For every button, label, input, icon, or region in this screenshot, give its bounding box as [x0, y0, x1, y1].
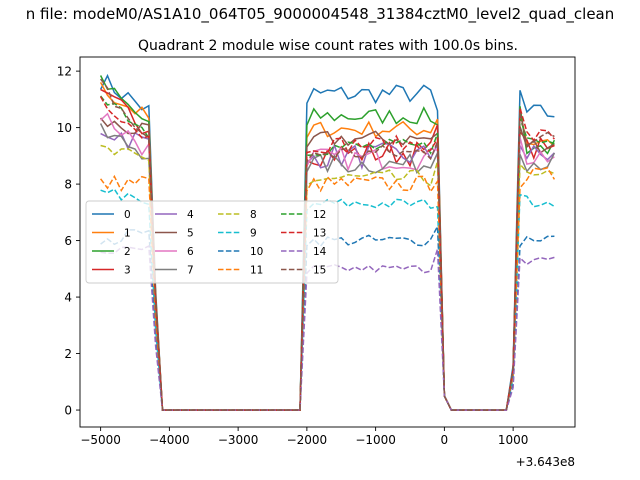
- x-axis-ticks: −5000 −4000 −3000 −2000 −1000 0 1000: [80, 427, 528, 447]
- legend-label-15: 15: [313, 265, 326, 277]
- x-tick-label: −2000: [287, 433, 328, 447]
- x-tick-label: −4000: [149, 433, 190, 447]
- x-axis-offset-label: +3.643e8: [516, 455, 575, 469]
- legend-label-1: 1: [124, 228, 131, 240]
- x-tick-label: 1000: [498, 433, 529, 447]
- legend-label-6: 6: [187, 246, 194, 258]
- y-tick-label: 6: [64, 234, 72, 248]
- series-line-12: [100, 95, 555, 411]
- y-tick-label: 12: [57, 65, 72, 79]
- legend-label-4: 4: [187, 209, 194, 221]
- legend-label-10: 10: [250, 246, 263, 258]
- legend-label-3: 3: [124, 265, 131, 277]
- y-tick-label: 10: [57, 121, 72, 135]
- legend-label-8: 8: [250, 209, 257, 221]
- x-tick-label: −1000: [355, 433, 396, 447]
- legend-label-11: 11: [250, 265, 263, 277]
- x-tick-label: −3000: [218, 433, 259, 447]
- y-tick-label: 8: [64, 178, 72, 192]
- y-tick-label: 2: [64, 347, 72, 361]
- chart-title: Quadrant 2 module wise count rates with …: [138, 38, 518, 54]
- x-tick-label: 0: [441, 433, 449, 447]
- legend-label-0: 0: [124, 209, 131, 221]
- legend-label-2: 2: [124, 246, 131, 258]
- axes-frame: [79, 56, 576, 428]
- series-line-15: [100, 78, 555, 411]
- legend-label-7: 7: [187, 265, 194, 277]
- legend-label-13: 13: [313, 228, 326, 240]
- legend-label-14: 14: [313, 246, 327, 258]
- y-axis-ticks: 0 2 4 6 8 10 12: [57, 65, 80, 418]
- legend-label-9: 9: [250, 228, 257, 240]
- legend-label-5: 5: [187, 228, 194, 240]
- figure-suptitle: n file: modeM0/AS1A10_064T05_9000004548_…: [26, 5, 615, 24]
- legend-box: [85, 200, 339, 284]
- y-tick-label: 4: [64, 291, 72, 305]
- y-tick-label: 0: [64, 404, 72, 418]
- x-tick-label: −5000: [80, 433, 121, 447]
- legend-label-12: 12: [313, 209, 326, 221]
